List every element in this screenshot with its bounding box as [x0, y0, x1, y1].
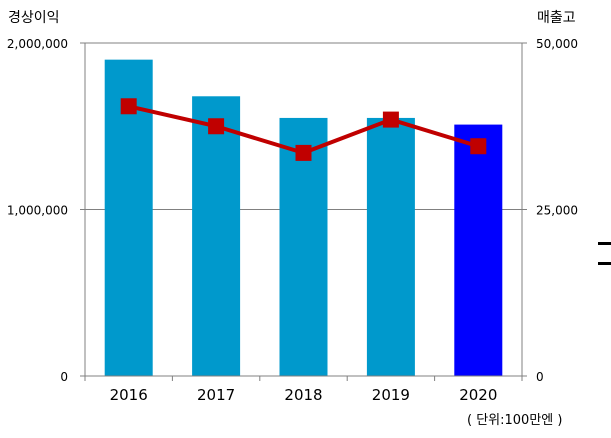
left-tick-label: 2,000,000: [7, 37, 68, 51]
left-tick-label: 1,000,000: [7, 204, 68, 218]
right-tick-label: 50,000: [536, 37, 578, 51]
category-label: 2020: [459, 386, 497, 404]
line-marker-2020: [470, 138, 487, 155]
category-label: 2019: [372, 386, 410, 404]
category-label: 2016: [110, 386, 148, 404]
left-tick-label: 0: [60, 370, 68, 384]
legend-line-marker: [598, 262, 611, 265]
line-marker-2016: [120, 98, 137, 115]
axis-labels: 0 1,000,000 2,000,000 0 25,000 50,000 2016 2017…: [7, 37, 578, 404]
line-series: [120, 98, 487, 161]
bar-2018: [279, 117, 328, 377]
right-tick-label: 0: [536, 370, 544, 384]
legend-fragment: [598, 242, 611, 265]
bar-2020: [454, 124, 503, 377]
unit-note: ( 단위:100만엔 ): [467, 413, 562, 428]
axes: [80, 42, 527, 381]
bar-2019: [366, 117, 415, 377]
right-axis-title: 매출고: [537, 10, 576, 26]
category-label: 2018: [284, 386, 322, 404]
left-axis-title: 경상이익: [8, 10, 60, 26]
bar-2017: [192, 96, 241, 376]
category-label: 2017: [197, 386, 235, 404]
right-tick-label: 25,000: [536, 204, 578, 218]
line-marker-2017: [208, 118, 225, 135]
line-marker-2018: [295, 144, 312, 161]
legend-bar-marker: [598, 242, 611, 245]
line-marker-2019: [382, 111, 399, 128]
bar-series: [104, 59, 503, 377]
